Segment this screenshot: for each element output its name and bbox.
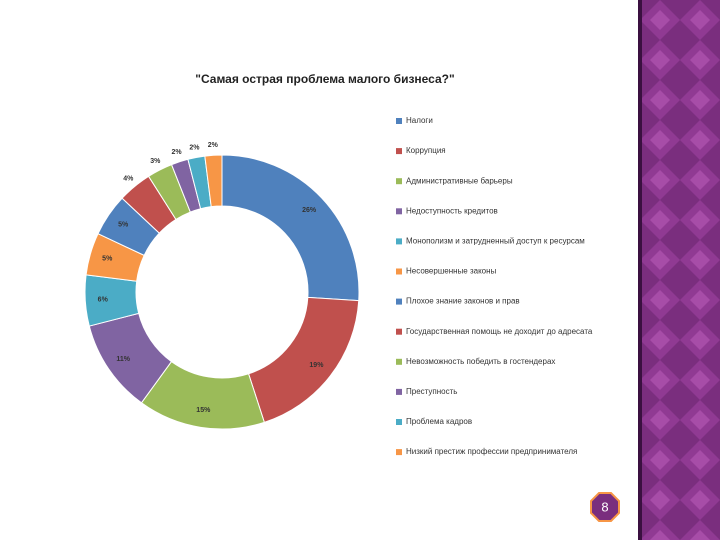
data-label: 2% (189, 144, 200, 151)
data-label: 2% (172, 149, 183, 156)
legend-label: Монополизм и затрудненный доступ к ресур… (406, 237, 585, 246)
legend-swatch (396, 419, 402, 425)
data-label: 2% (208, 142, 219, 149)
legend-label: Низкий престиж профессии предпринимателя (406, 447, 577, 456)
data-label: 15% (196, 407, 211, 414)
legend-swatch (396, 328, 402, 335)
slide-number: 8 (601, 499, 608, 514)
legend-swatch (396, 268, 402, 275)
legend-swatch (396, 178, 402, 185)
legend-swatch (396, 118, 402, 124)
legend-swatch (396, 358, 402, 365)
donut-segment (204, 154, 223, 208)
data-label: 11% (116, 356, 130, 363)
data-label: 6% (98, 296, 109, 303)
chart-title: "Самая острая проблема малого бизнеса?" (195, 72, 454, 86)
legend-label: Несовершенные законы (406, 267, 497, 276)
legend-label: Невозможность победить в гостендерах (406, 357, 555, 366)
legend-label: Проблема кадров (406, 417, 472, 426)
legend-swatch (396, 449, 402, 456)
legend-swatch (396, 238, 402, 245)
legend-swatch (396, 208, 402, 215)
legend-swatch (396, 298, 402, 305)
page-badge (590, 492, 620, 522)
data-label: 3% (150, 158, 161, 165)
legend-label: Плохое знание законов и прав (406, 297, 520, 306)
legend-label: Административные барьеры (406, 176, 513, 185)
legend-label: Коррупция (406, 146, 446, 155)
data-label: 19% (309, 362, 324, 369)
data-label: 5% (102, 256, 113, 263)
legend-label: Преступность (406, 387, 457, 396)
legend-label: Налоги (406, 116, 433, 125)
data-label: 26% (302, 207, 317, 214)
side-strip (642, 0, 720, 540)
legend-swatch (396, 388, 402, 395)
legend-swatch (396, 148, 402, 155)
legend-label: Государственная помощь не доходит до адр… (406, 327, 593, 336)
data-label: 5% (118, 222, 129, 229)
legend-label: Недоступность кредитов (406, 206, 498, 215)
strip-border (638, 0, 642, 540)
data-label: 4% (123, 176, 134, 183)
